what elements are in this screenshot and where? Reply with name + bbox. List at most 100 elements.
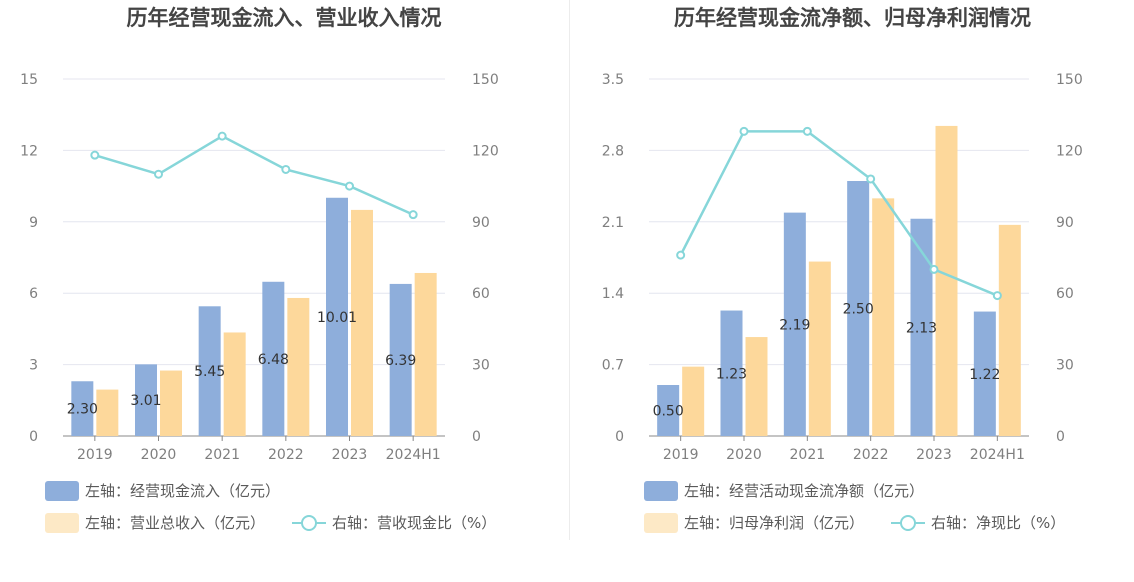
bar-series1: [973, 311, 996, 436]
bar-series1: [657, 385, 680, 436]
x-tick-label: 2021: [790, 447, 826, 463]
y-right-tick-label: 120: [472, 143, 499, 159]
x-tick-label: 2019: [663, 447, 699, 463]
data-label: 6.48: [258, 352, 289, 368]
y-left-tick-label: 0: [615, 429, 624, 445]
legend-label: 右轴：净现比（%）: [931, 514, 1066, 532]
y-right-tick-label: 90: [1056, 215, 1074, 231]
bar-series1: [71, 381, 94, 436]
y-right-tick-label: 60: [1056, 286, 1074, 302]
bar-series1: [720, 310, 743, 436]
x-tick-label: 2023: [332, 447, 368, 463]
bar-series2: [160, 370, 182, 436]
bar-series2: [287, 297, 310, 436]
legend-label: 左轴：营业总收入（亿元）: [85, 514, 266, 532]
legend-item-line[interactable]: 右轴：营收现金比（%）: [292, 512, 496, 533]
data-label: 2.13: [906, 320, 937, 336]
line-point: [281, 164, 291, 174]
x-tick-label: 2022: [853, 447, 889, 463]
data-label: 6.39: [385, 353, 416, 369]
y-right-tick-label: 30: [1056, 358, 1074, 374]
bar-series2: [745, 337, 768, 436]
bar-series2: [872, 198, 895, 436]
line-point: [992, 291, 1002, 301]
x-tick-label: 2021: [204, 447, 240, 463]
bar-series2: [223, 332, 246, 436]
y-right-tick-label: 0: [472, 429, 481, 445]
legend-item-line[interactable]: 右轴：净现比（%）: [891, 512, 1065, 533]
legend-swatch-line: [891, 513, 925, 533]
y-left-tick-label: 3.5: [602, 72, 624, 88]
data-label: 5.45: [194, 364, 225, 380]
y-right-tick-label: 150: [1056, 72, 1083, 88]
x-tick-label: 2024H1: [970, 447, 1025, 463]
legend-item-bar2[interactable]: 左轴：归母净利润（亿元）: [644, 512, 864, 533]
data-label: 2.30: [67, 402, 98, 418]
panel-divider: [569, 0, 570, 540]
legend-label: 左轴：经营现金流入（亿元）: [85, 482, 281, 500]
y-left-tick-label: 1.4: [602, 286, 624, 302]
x-tick-label: 2020: [141, 447, 177, 463]
line-series: [94, 134, 414, 216]
legend-item-bar1[interactable]: 左轴：经营活动现金流净额（亿元）: [644, 480, 924, 501]
line-series: [679, 130, 998, 297]
bar-series1: [783, 212, 806, 436]
y-left-tick-label: 2.1: [602, 215, 624, 231]
bar-series2: [96, 389, 119, 436]
bar-series1: [198, 306, 221, 436]
chart-title: 历年经营现金流入、营业收入情况: [126, 6, 442, 30]
legend-label: 左轴：经营活动现金流净额（亿元）: [684, 482, 925, 500]
x-tick-label: 2019: [77, 447, 113, 463]
bar-series1: [135, 364, 157, 436]
bar-series2: [351, 209, 373, 436]
line-point: [676, 250, 686, 260]
line-point: [802, 126, 812, 136]
chart-panel-net-cash-flow-profit: 历年经营现金流净额、归母净利润情况 0 0 0.7 30 1.4 60 2.1 90 2.8 12…: [571, 0, 1134, 582]
data-label: 3.01: [130, 393, 161, 409]
x-tick-label: 2024H1: [386, 447, 441, 463]
y-left-tick-label: 0.7: [602, 358, 624, 374]
line-point: [408, 210, 418, 220]
bar-series2: [998, 224, 1021, 436]
bar-series1: [910, 218, 933, 436]
y-left-tick-label: 6: [29, 286, 38, 302]
bar-series2: [682, 366, 705, 436]
legend-item-bar1[interactable]: 左轴：经营现金流入（亿元）: [45, 480, 280, 501]
y-right-tick-label: 120: [1056, 143, 1083, 159]
legend-swatch-bar2: [45, 512, 79, 533]
legend-swatch-bar1: [644, 480, 678, 501]
data-label: 2.19: [779, 317, 810, 333]
bar-series2: [808, 261, 831, 436]
line-point: [866, 174, 876, 184]
bar-series1: [326, 197, 348, 436]
data-label: 0.50: [653, 404, 684, 420]
bar-series2: [935, 125, 958, 437]
line-point: [345, 181, 354, 191]
data-label: 10.01: [317, 310, 357, 326]
bar-series1: [847, 181, 870, 436]
data-label: 1.22: [969, 367, 1000, 383]
x-tick-label: 2020: [726, 447, 762, 463]
line-point: [217, 131, 227, 141]
line-point: [739, 126, 749, 136]
y-right-tick-label: 90: [472, 215, 490, 231]
y-left-tick-label: 12: [20, 143, 38, 159]
y-right-tick-label: 150: [472, 72, 499, 88]
legend-label: 右轴：营收现金比（%）: [332, 514, 497, 532]
y-left-tick-label: 2.8: [602, 143, 624, 159]
line-point: [154, 169, 163, 179]
data-label: 1.23: [716, 366, 747, 382]
y-left-tick-label: 15: [20, 72, 38, 88]
x-tick-label: 2023: [916, 447, 952, 463]
y-right-tick-label: 30: [472, 358, 490, 374]
bar-series1: [262, 281, 285, 436]
bar-series1: [389, 283, 412, 436]
line-point: [929, 264, 939, 274]
y-right-tick-label: 60: [472, 286, 490, 302]
data-label: 2.50: [843, 302, 874, 318]
line-point: [90, 150, 100, 160]
legend-swatch-line: [292, 513, 326, 533]
chart-plot-area: 0 0 3 30 6 60 9 90 12 120 15 150 2019 2.30 2020 3.01 202…: [20, 72, 499, 463]
y-left-tick-label: 3: [29, 358, 38, 374]
legend-item-bar2[interactable]: 左轴：营业总收入（亿元）: [45, 512, 265, 533]
